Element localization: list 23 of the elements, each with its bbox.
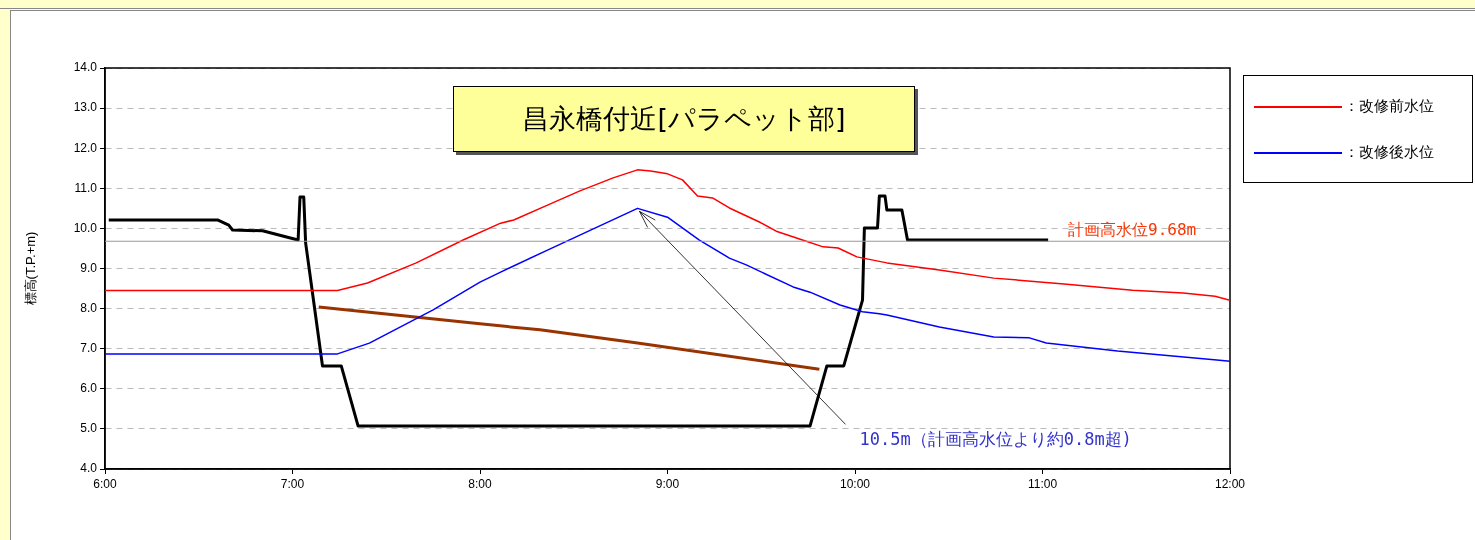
annotation: 10.5m（計画高水位より約0.8m超) [859, 428, 1132, 449]
y-tick-label: 12.0 [73, 140, 98, 155]
text: ：改修前水位 [1343, 96, 1434, 116]
y-tick-label: 7.0 [80, 341, 98, 356]
y-tick-label: 9.0 [80, 260, 98, 275]
ref-line-label: 計画高水位9.68m [1068, 220, 1197, 240]
x-tick-label: 6:00 [93, 476, 117, 491]
y-tick-label: 11.0 [74, 180, 98, 195]
x-tick-label: 9:00 [655, 476, 680, 491]
y-tick-label: 13.0 [73, 100, 98, 115]
y-axis-title: 標高(T.P.+m) [23, 231, 39, 306]
x-tick-label: 8:00 [468, 476, 492, 491]
text: ：改修後水位 [1343, 142, 1434, 162]
y-tick-label: 5.0 [80, 421, 98, 436]
x-tick-label: 11:00 [1027, 476, 1058, 491]
y-tick-label: 8.0 [80, 300, 98, 315]
y-tick-label: 6.0 [80, 381, 98, 396]
y-tick-label: 4.0 [80, 461, 98, 476]
y-tick-label: 14.0 [73, 60, 98, 75]
y-tick-label: 10.0 [73, 220, 98, 235]
x-tick-label: 7:00 [280, 476, 305, 491]
x-tick-label: 12:00 [1214, 476, 1246, 491]
x-tick-label: 10:00 [839, 476, 871, 491]
